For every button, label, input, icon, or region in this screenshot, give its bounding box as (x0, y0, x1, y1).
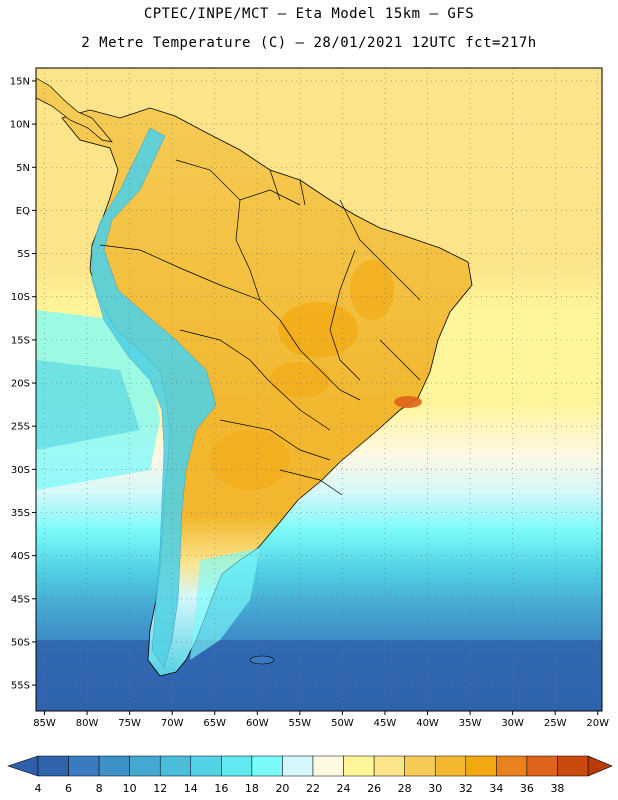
falkland-islands (249, 655, 275, 665)
colorbar-label: 20 (275, 782, 289, 795)
colorbar-swatch (37, 755, 69, 777)
colorbar-swatch (465, 755, 497, 777)
lon-tick-label: 60W (246, 718, 269, 729)
colorbar-label: 18 (245, 782, 259, 795)
lat-tick-label: 15N (10, 76, 30, 87)
lat-tick-label: 15S (11, 335, 30, 346)
colorbar-swatch (98, 755, 130, 777)
colorbar-label: 24 (337, 782, 351, 795)
map-title-line-1: CPTEC/INPE/MCT – Eta Model 15km – GFS (143, 6, 475, 22)
lon-tick-label: 55W (289, 718, 312, 729)
hot-region-chaco (210, 430, 290, 490)
colorbar-label: 8 (96, 782, 103, 795)
pacific-cold-core (36, 360, 140, 450)
lat-tick-label: 20S (11, 379, 30, 390)
colorbar-label: 22 (306, 782, 320, 795)
lon-tick-label: 50W (331, 718, 354, 729)
lon-tick-label: 80W (76, 718, 99, 729)
central-america-land (36, 77, 113, 143)
colorbar-swatch (68, 755, 100, 777)
colorbar-label: 34 (489, 782, 503, 795)
hot-region-pantanal (270, 362, 330, 398)
lon-tick-label: 25W (544, 718, 567, 729)
lat-tick-label: 10N (10, 120, 30, 131)
colorbar-label: 26 (367, 782, 381, 795)
lon-tick-label: 45W (374, 718, 397, 729)
lon-tick-label: 70W (161, 718, 184, 729)
andes-cold-spine (91, 127, 217, 669)
colorbar-label: 10 (123, 782, 137, 795)
lon-tick-label: 75W (118, 718, 141, 729)
longitude-axis: 85W 80W 75W 70W 65W 60W 55W 50W 45W 40W 35W 30W 25W 2… (33, 711, 609, 729)
colorbar-label: 6 (65, 782, 72, 795)
colorbar-swatch (190, 755, 222, 777)
lon-tick-label: 20W (586, 718, 609, 729)
map-title-line-2: 2 Metre Temperature (C) – 28/01/2021 12U… (81, 35, 537, 51)
map-frame (35, 67, 603, 712)
colorbar-swatch (251, 755, 283, 777)
lat-tick-label: 25S (11, 422, 30, 433)
colorbar-swatch (221, 755, 253, 777)
hot-region-northeast (350, 260, 394, 320)
latitude-axis: 15N 10N 5N EQ 5S 10S 15S 20S 25S 30S 35S 40S 45S 50S 5… (10, 76, 36, 692)
colorbar-low-arrow (7, 755, 39, 777)
lon-tick-label: 65W (203, 718, 226, 729)
lat-tick-label: 55S (11, 681, 30, 692)
colorbar-swatch (496, 755, 528, 777)
colorbar-label: 4 (35, 782, 42, 795)
hot-region-central-brazil (278, 302, 358, 358)
hot-spot-rio (394, 396, 422, 408)
southern-cold-band (36, 640, 602, 711)
lat-tick-label: 45S (11, 594, 30, 605)
lat-tick-label: 30S (11, 465, 30, 476)
colorbar-swatch (129, 755, 161, 777)
lon-tick-label: 35W (459, 718, 482, 729)
patagonia-cool-zone (190, 548, 260, 660)
lon-tick-label: 40W (416, 718, 439, 729)
colorbar-label: 32 (459, 782, 473, 795)
lat-tick-label: 40S (11, 551, 30, 562)
colorbar-swatch (557, 755, 589, 777)
colorbar-swatch (343, 755, 375, 777)
lon-tick-label: 85W (33, 718, 56, 729)
lat-lon-grid (36, 68, 602, 711)
colorbar-label: 12 (153, 782, 167, 795)
colorbar-label: 36 (520, 782, 534, 795)
colorbar-label: 38 (550, 782, 564, 795)
colorbar-swatch (312, 755, 344, 777)
lat-tick-label: 5N (16, 163, 30, 174)
colorbar-label: 14 (184, 782, 198, 795)
colorbar-swatch (373, 755, 405, 777)
colorbar-high-arrow (587, 755, 613, 777)
colorbar-swatch (282, 755, 314, 777)
colorbar-swatch (159, 755, 192, 777)
colorbar-swatch (404, 755, 436, 777)
color-scale-bar: 4 6 8 10 12 14 16 18 20 22 24 26 28 30 32 34 36 38 (7, 755, 613, 795)
lat-tick-label: 35S (11, 508, 30, 519)
lat-tick-label: 50S (11, 637, 30, 648)
colorbar-label: 30 (428, 782, 442, 795)
colorbar-label: 16 (214, 782, 228, 795)
lat-tick-label: 10S (11, 292, 30, 303)
country-borders (99, 159, 421, 496)
colorbar-label: 28 (398, 782, 412, 795)
colorbar-swatch (434, 755, 467, 777)
colorbar-swatch (526, 755, 558, 777)
lon-tick-label: 30W (501, 718, 524, 729)
lat-tick-label: EQ (16, 206, 30, 217)
lat-tick-label: 5S (17, 249, 30, 260)
